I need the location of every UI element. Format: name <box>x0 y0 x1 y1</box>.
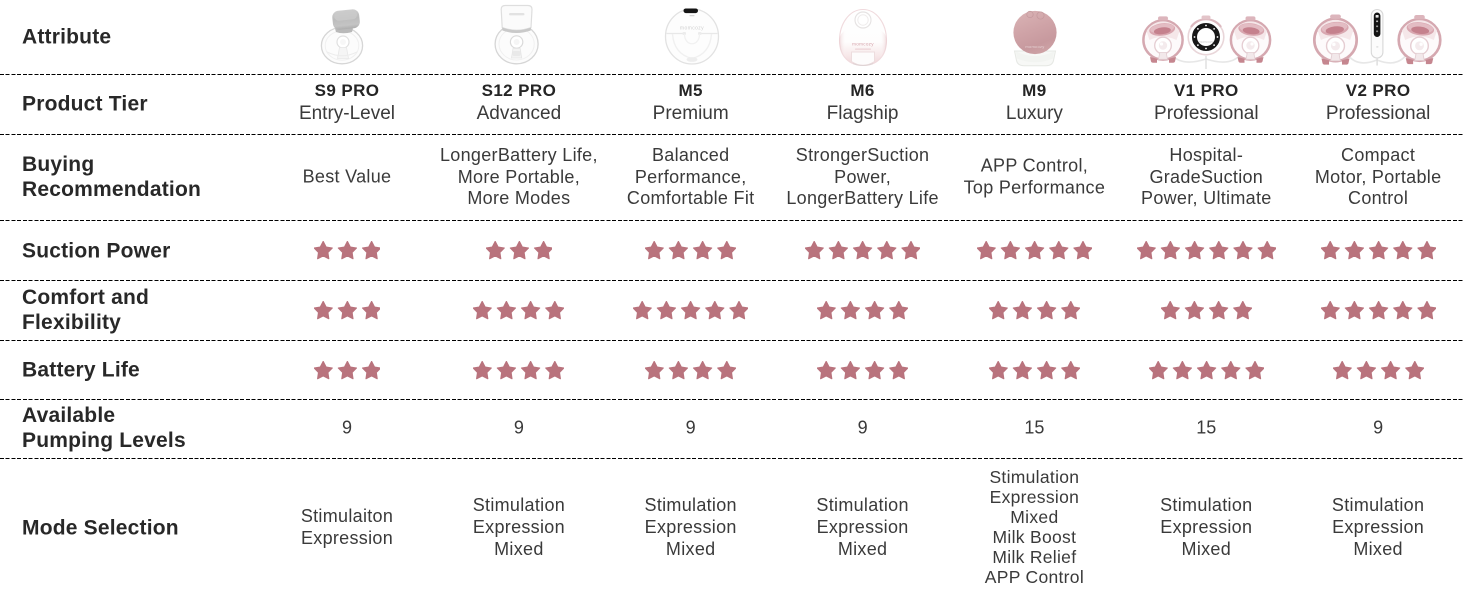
svg-text:momcozy: momcozy <box>1025 44 1044 49</box>
svg-text:momcozy: momcozy <box>1199 40 1214 44</box>
svg-text:momcozy: momcozy <box>852 42 874 47</box>
svg-text:momcozy: momcozy <box>680 26 704 32</box>
